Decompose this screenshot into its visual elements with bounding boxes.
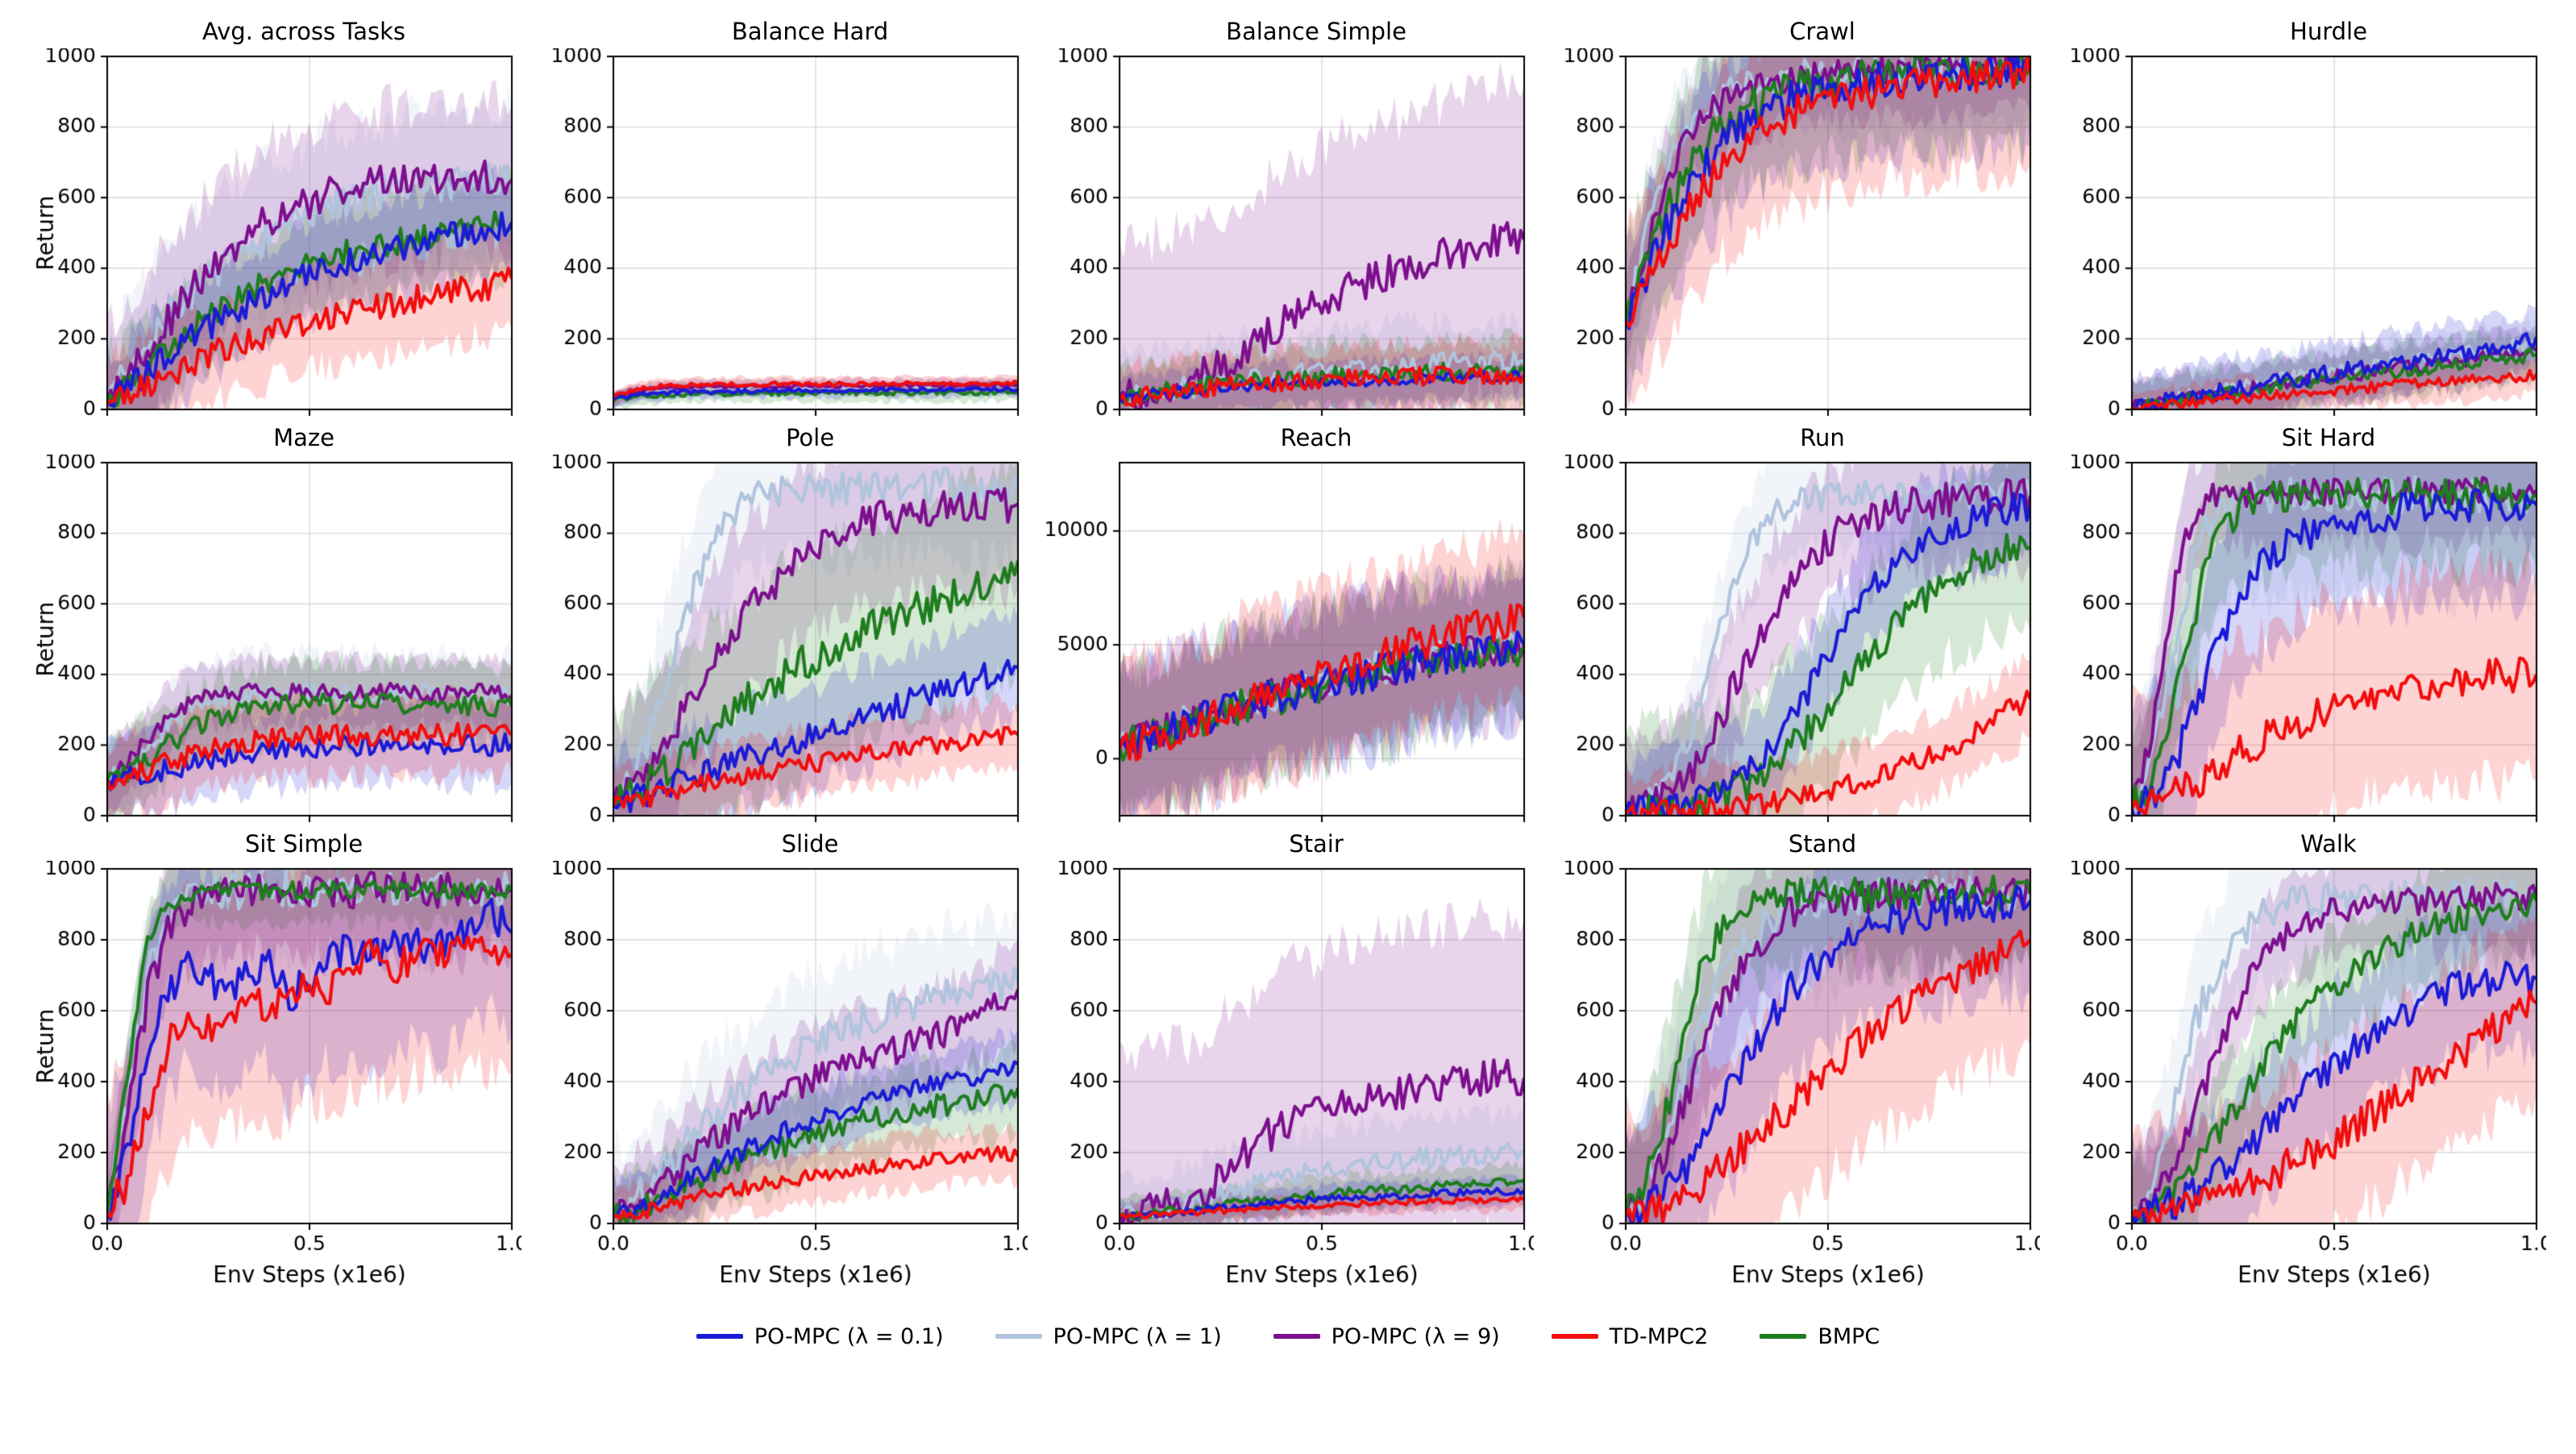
plot-canvas-slide	[536, 861, 1028, 1302]
plot-cell-slide: Slide	[532, 827, 1032, 1302]
plot-title: Walk	[2300, 830, 2357, 858]
legend-item-0: PO-MPC (λ = 0.1)	[696, 1324, 944, 1349]
legend-label: PO-MPC (λ = 9)	[1331, 1323, 1500, 1349]
legend-line-swatch	[1273, 1334, 1320, 1339]
legend-item-1: PO-MPC (λ = 1)	[995, 1324, 1222, 1349]
legend-label: BMPC	[1818, 1323, 1880, 1349]
plot-title: Slide	[781, 830, 839, 858]
plot-title: Sit Simple	[244, 830, 364, 858]
plot-canvas-walk	[2055, 861, 2546, 1302]
plot-canvas-balance-simple	[1042, 48, 1534, 421]
legend-line-swatch	[1760, 1334, 1807, 1339]
plot-title: Balance Hard	[731, 18, 889, 45]
plot-cell-hurdle: Hurdle	[2050, 15, 2550, 421]
plot-cell-run: Run	[1544, 421, 2044, 827]
plot-title: Stair	[1289, 830, 1344, 858]
legend-label: TD-MPC2	[1609, 1323, 1709, 1349]
plot-cell-stair: Stair	[1038, 827, 1538, 1302]
plot-title: Maze	[273, 424, 334, 451]
plot-title: Sit Hard	[2281, 424, 2376, 451]
legend-line-swatch	[696, 1334, 743, 1339]
plot-cell-balance-simple: Balance Simple	[1038, 15, 1538, 421]
plot-canvas-hurdle	[2055, 48, 2546, 421]
plot-title: Hurdle	[2290, 18, 2367, 45]
legend-item-4: BMPC	[1760, 1324, 1880, 1349]
plot-canvas-crawl	[1548, 48, 2040, 421]
legend-label: PO-MPC (λ = 1)	[1053, 1323, 1222, 1349]
plot-cell-pole: Pole	[532, 421, 1032, 827]
plot-canvas-balance-hard	[536, 48, 1028, 421]
plot-title: Crawl	[1789, 18, 1855, 45]
plot-canvas-sit-hard	[2055, 455, 2546, 827]
legend-item-2: PO-MPC (λ = 9)	[1273, 1324, 1500, 1349]
plot-cell-stand: Stand	[1544, 827, 2044, 1302]
plot-title: Pole	[785, 424, 835, 451]
plot-cell-balance-hard: Balance Hard	[532, 15, 1032, 421]
plot-title: Reach	[1280, 424, 1352, 451]
plot-cell-avg-across-tasks: Avg. across Tasks	[26, 15, 526, 421]
plot-canvas-sit-simple	[30, 861, 521, 1302]
legend-item-3: TD-MPC2	[1551, 1323, 1709, 1349]
plot-title: Balance Simple	[1226, 18, 1406, 45]
plot-title: Run	[1800, 424, 1845, 451]
plot-cell-walk: Walk	[2050, 827, 2550, 1302]
plot-canvas-reach	[1042, 455, 1534, 827]
plot-canvas-pole	[536, 455, 1028, 827]
plot-title: Avg. across Tasks	[202, 18, 406, 45]
plot-cell-crawl: Crawl	[1544, 15, 2044, 421]
plot-canvas-stair	[1042, 861, 1534, 1302]
legend-label: PO-MPC (λ = 0.1)	[754, 1323, 944, 1349]
plot-canvas-maze	[30, 455, 521, 827]
plot-cell-maze: Maze	[26, 421, 526, 827]
legend: PO-MPC (λ = 0.1) PO-MPC (λ = 1) PO-MPC (λ …	[23, 1311, 2553, 1362]
plot-canvas-stand	[1548, 861, 2040, 1302]
legend-line-swatch	[1551, 1334, 1598, 1339]
plot-cell-sit-hard: Sit Hard	[2050, 421, 2550, 827]
plot-canvas-run	[1548, 455, 2040, 827]
plot-grid: Avg. across Tasks Balance Hard Balance Sim…	[23, 15, 2553, 1302]
plot-canvas-avg-across-tasks	[30, 48, 521, 421]
plot-cell-sit-simple: Sit Simple	[26, 827, 526, 1302]
legend-line-swatch	[995, 1334, 1042, 1339]
plot-title: Stand	[1788, 830, 1857, 858]
plot-cell-reach: Reach	[1038, 421, 1538, 827]
